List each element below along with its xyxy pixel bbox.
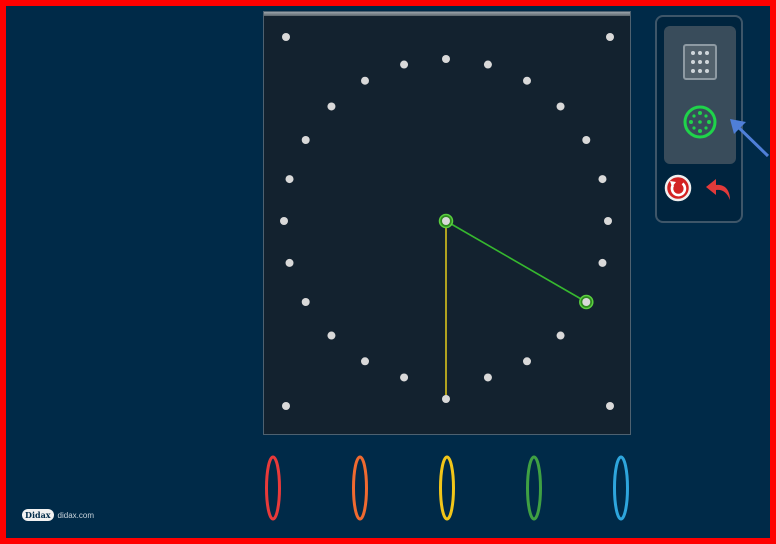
peg-ring-22[interactable] xyxy=(361,76,369,85)
geoboard-canvas[interactable] xyxy=(264,12,630,434)
peg-ring-6[interactable] xyxy=(604,217,612,225)
peg-corner-1[interactable] xyxy=(282,33,290,41)
peg-ring-14[interactable] xyxy=(361,357,369,366)
peg-center[interactable] xyxy=(442,217,450,225)
rubber-band-2-icon[interactable] xyxy=(350,454,370,522)
rubber-band-5-icon[interactable] xyxy=(611,454,631,522)
logo-text: didax.com xyxy=(57,510,94,520)
peg-ring-5[interactable] xyxy=(598,175,607,184)
peg-ring-19[interactable] xyxy=(285,175,294,184)
peg-bottom-center[interactable] xyxy=(442,395,450,403)
reset-button[interactable] xyxy=(663,173,693,203)
peg-corner-4[interactable] xyxy=(606,402,614,410)
peg-ring-0[interactable] xyxy=(442,55,450,63)
peg-corner-3[interactable] xyxy=(282,402,290,410)
peg-corner-2[interactable] xyxy=(606,33,614,41)
geoboard-top-edge xyxy=(264,12,630,16)
tool-panel xyxy=(655,15,743,223)
rubber-band-4-icon[interactable] xyxy=(524,454,544,522)
callout-arrow-icon xyxy=(730,119,770,158)
peg-ring-21[interactable] xyxy=(327,102,336,111)
grid-geoboard-icon[interactable] xyxy=(680,42,720,82)
peg-ring-23[interactable] xyxy=(400,60,409,69)
peg-ring-2[interactable] xyxy=(523,76,531,85)
logo-badge: Didax xyxy=(22,509,54,521)
rubber-band-3-icon[interactable] xyxy=(437,454,457,522)
board-type-selector xyxy=(664,26,736,164)
peg-ring-16[interactable] xyxy=(301,298,310,306)
geoboard-app: Didax didax.com xyxy=(6,6,770,538)
rubber-band-tray xyxy=(256,454,636,526)
geoboard[interactable] xyxy=(263,11,631,435)
peg-ring-10[interactable] xyxy=(523,357,531,366)
circle-geoboard-icon[interactable] xyxy=(680,102,720,142)
peg-ring-8[interactable] xyxy=(582,298,591,306)
peg-ring-3[interactable] xyxy=(556,102,565,111)
rubber-band-1-icon[interactable] xyxy=(263,454,283,522)
peg-ring-18[interactable] xyxy=(280,217,288,225)
peg-ring-7[interactable] xyxy=(598,258,607,267)
didax-logo: Didax didax.com xyxy=(22,508,94,522)
peg-ring-11[interactable] xyxy=(483,373,492,382)
peg-ring-1[interactable] xyxy=(483,60,492,69)
peg-ring-15[interactable] xyxy=(327,331,336,340)
peg-ring-17[interactable] xyxy=(285,258,294,267)
rubber-band-1[interactable] xyxy=(445,220,587,303)
peg-ring-4[interactable] xyxy=(582,136,591,144)
peg-ring-9[interactable] xyxy=(556,331,565,340)
peg-ring-13[interactable] xyxy=(400,373,409,382)
undo-button[interactable] xyxy=(704,173,734,203)
peg-ring-20[interactable] xyxy=(301,136,310,144)
